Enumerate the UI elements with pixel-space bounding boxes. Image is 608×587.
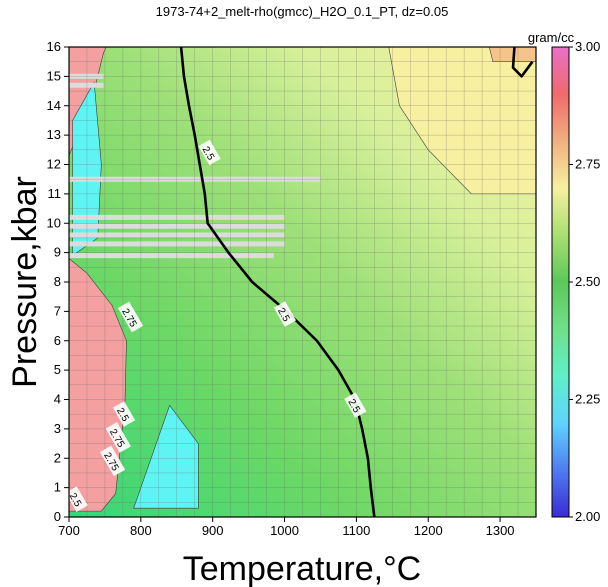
contour-lines [179,47,534,517]
x-tick-label: 1200 [414,523,443,538]
y-tick-label: 0 [54,509,61,524]
x-tick-label: 1300 [486,523,515,538]
y-tick-label: 12 [47,157,61,172]
y-tick-label: 3 [54,421,61,436]
y-tick-label: 1 [54,480,61,495]
y-tick-label: 16 [47,39,61,54]
x-axis-ticks: 700 800 900 1000 1100 1200 1300 [58,517,515,538]
y-axis-label: Pressure,kbar [6,176,44,388]
colorbar-tick-label: 2.75 [575,157,600,172]
chart-title: 1973-74+2_melt-rho(gmcc)_H2O_0.1_PT, dz=… [156,4,449,19]
contour-2.75 [511,47,534,78]
colorbar-tick-label: 2.50 [575,274,600,289]
colorbar-ticks: 2.00 2.25 2.50 2.75 3.00 [569,39,600,524]
y-tick-label: 15 [47,68,61,83]
colorbar-unit-label: gram/cc [528,30,575,45]
plot-area: 2.52.52.52.752.52.752.752.5 [65,46,537,518]
y-tick-label: 5 [54,362,61,377]
y-tick-label: 14 [47,98,61,113]
colorbar-tick-label: 2.00 [575,509,600,524]
y-tick-label: 10 [47,215,61,230]
y-tick-label: 4 [54,392,61,407]
colorbar-tick-label: 3.00 [575,39,600,54]
y-tick-label: 9 [54,245,61,260]
colorbar: gram/cc 2.00 2.25 2.50 2.75 3.00 [528,30,600,524]
x-tick-label: 700 [58,523,80,538]
x-tick-label: 1100 [342,523,370,538]
colorbar-tick-label: 2.25 [575,392,600,407]
y-tick-label: 6 [54,333,61,348]
y-tick-label: 7 [54,303,61,318]
colorbar-ramp [551,46,570,518]
y-tick-label: 2 [54,450,61,465]
x-tick-label: 1000 [270,523,299,538]
x-tick-label: 800 [130,523,152,538]
x-tick-label: 900 [202,523,224,538]
x-axis-label: Temperature,°C [183,550,421,587]
y-tick-label: 13 [47,127,61,142]
y-tick-label: 8 [54,274,61,289]
contour-2.5 [179,47,376,517]
y-tick-label: 11 [48,186,62,201]
